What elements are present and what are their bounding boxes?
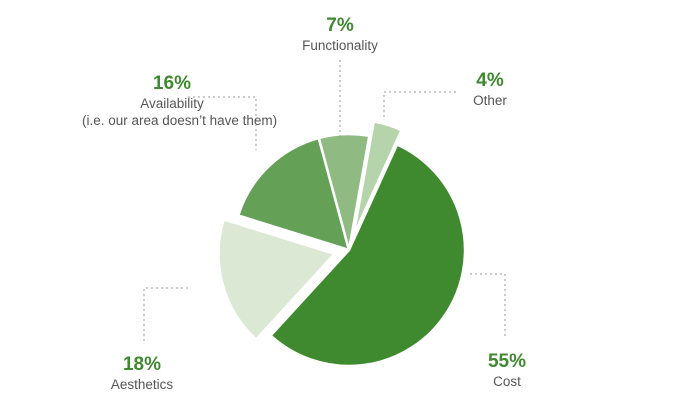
name-functionality: Functionality (302, 38, 378, 53)
label-other: 4% Other (460, 70, 520, 109)
slice-aesthetics (217, 218, 336, 341)
name-aesthetics: Aesthetics (110, 377, 174, 392)
label-functionality: 7% Functionality (290, 15, 390, 54)
name-other: Other (473, 93, 507, 108)
pct-aesthetics: 18% (122, 354, 162, 375)
pct-cost: 55% (487, 351, 527, 372)
pct-other: 4% (476, 70, 504, 91)
leader-line-aesthetics (143, 287, 188, 342)
name-cost: Cost (493, 374, 521, 389)
slice-functionality (317, 132, 371, 252)
name-availability: Availability (140, 96, 204, 111)
label-availability: 16% Availability (i.e. our area doesn’t … (82, 73, 278, 129)
label-aesthetics: 18% Aesthetics (92, 354, 192, 393)
slice-other (352, 120, 403, 237)
pct-functionality: 7% (326, 15, 354, 36)
slice-availability (236, 136, 351, 252)
slice-cost (269, 143, 467, 368)
label-cost: 55% Cost (472, 351, 542, 390)
sublabel-availability: (i.e. our area doesn’t have them) (82, 113, 278, 128)
leader-line-cost (470, 273, 506, 338)
pct-availability: 16% (152, 73, 192, 94)
leader-line-other (383, 91, 458, 117)
